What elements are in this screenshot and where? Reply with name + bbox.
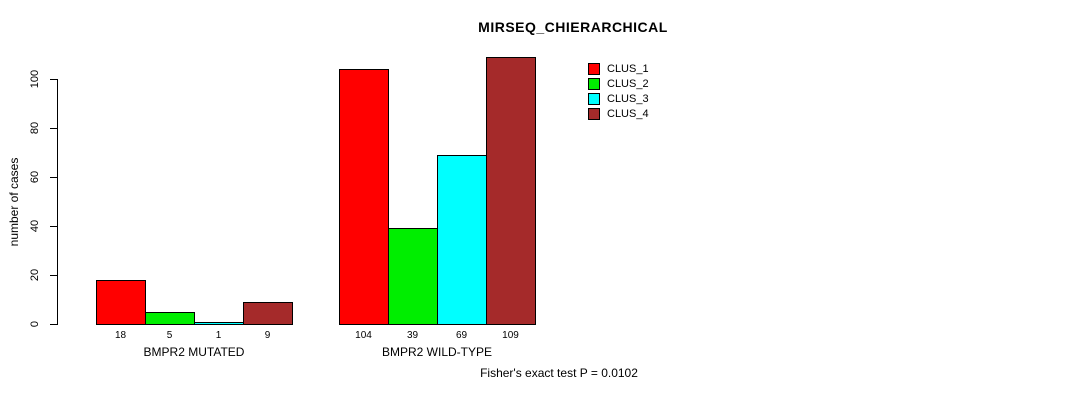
x-category-label: BMPR2 WILD-TYPE — [381, 345, 492, 359]
y-tick-label: 20 — [29, 268, 41, 282]
bar-clus_3 — [194, 322, 244, 325]
bar-clus_3 — [437, 155, 487, 325]
bar-value-label: 104 — [355, 330, 372, 341]
legend-swatch-clus_2 — [588, 77, 600, 90]
bar-clus_4 — [486, 57, 536, 325]
legend-item: CLUS_2 — [588, 76, 649, 91]
x-category-label: BMPR2 MUTATED — [143, 345, 245, 359]
y-tick-mark — [50, 226, 57, 227]
legend-label: CLUS_4 — [607, 107, 649, 120]
y-tick-mark — [50, 128, 57, 129]
y-tick-label: 40 — [29, 219, 41, 233]
bar-value-label: 9 — [264, 330, 271, 341]
y-tick-mark — [50, 324, 57, 325]
bar-value-label: 39 — [406, 330, 419, 341]
y-tick-label: 60 — [29, 170, 41, 184]
legend-label: CLUS_3 — [607, 92, 649, 105]
bar-clus_2 — [388, 228, 438, 325]
y-tick-label: 80 — [29, 121, 41, 135]
y-tick-mark — [50, 177, 57, 178]
bar-value-label: 69 — [455, 330, 468, 341]
legend-item: CLUS_3 — [588, 91, 649, 106]
y-tick-mark — [50, 275, 57, 276]
bar-value-label: 1 — [215, 330, 222, 341]
legend-item: CLUS_1 — [588, 61, 649, 76]
bar-clus_1 — [339, 69, 389, 325]
y-tick-label: 0 — [29, 320, 41, 328]
chart-title: MIRSEQ_CHIERARCHICAL — [478, 19, 668, 35]
legend-label: CLUS_2 — [607, 77, 649, 90]
legend-swatch-clus_4 — [588, 107, 600, 120]
bar-value-label: 18 — [114, 330, 127, 341]
stat-test-note: Fisher's exact test P = 0.0102 — [480, 366, 638, 380]
y-axis-label: number of cases — [7, 157, 21, 247]
legend-item: CLUS_4 — [588, 106, 649, 121]
bar-clus_4 — [243, 302, 293, 325]
legend: CLUS_1 CLUS_2 CLUS_3 CLUS_4 — [588, 61, 649, 121]
bar-clus_1 — [96, 280, 146, 325]
bar-clus_2 — [145, 312, 195, 325]
y-tick-mark — [50, 79, 57, 80]
bar-value-label: 109 — [502, 330, 519, 341]
y-axis-line — [57, 79, 58, 325]
bar-value-label: 5 — [166, 330, 173, 341]
legend-swatch-clus_1 — [588, 62, 600, 75]
legend-label: CLUS_1 — [607, 62, 649, 75]
y-tick-label: 100 — [29, 69, 41, 89]
legend-swatch-clus_3 — [588, 92, 600, 105]
